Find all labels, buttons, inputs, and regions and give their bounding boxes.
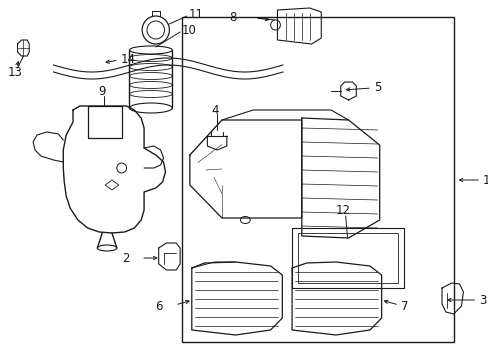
Text: 8: 8	[228, 10, 236, 23]
Text: 2: 2	[122, 252, 129, 265]
Text: 14: 14	[121, 53, 136, 66]
Text: 11: 11	[188, 8, 203, 21]
Text: 7: 7	[400, 300, 408, 312]
Text: 6: 6	[155, 300, 162, 312]
Text: 12: 12	[335, 203, 350, 216]
Text: 5: 5	[373, 81, 381, 94]
Text: 1: 1	[482, 174, 488, 186]
Text: 13: 13	[8, 66, 22, 78]
Text: 10: 10	[182, 23, 197, 36]
Text: 4: 4	[211, 104, 218, 117]
Bar	[182, 17, 453, 342]
Text: 3: 3	[478, 293, 486, 306]
Text: 9: 9	[98, 85, 105, 98]
